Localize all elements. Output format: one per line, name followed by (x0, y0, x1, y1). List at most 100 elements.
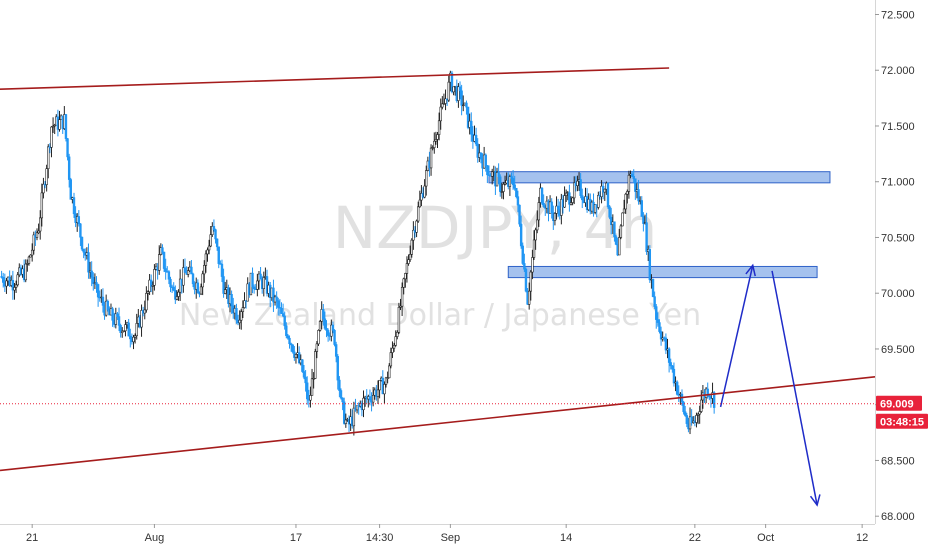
price-tick-label: 68.500 (881, 455, 915, 467)
candle-body (243, 300, 246, 308)
candle-body (153, 269, 156, 286)
candle-body (465, 102, 468, 108)
candle-body (151, 284, 155, 287)
candle-body (383, 384, 386, 395)
zone-0[interactable] (488, 171, 831, 184)
candle-body (569, 202, 573, 205)
candle-body (415, 220, 418, 233)
candle-body (418, 199, 422, 208)
candle-body (51, 125, 55, 128)
candle-body (384, 377, 388, 385)
candle-body (24, 263, 27, 281)
candle-body (259, 273, 262, 280)
candle-body (336, 356, 339, 381)
candle-body (470, 120, 473, 135)
candle-body (169, 278, 172, 288)
candle-body (318, 321, 322, 331)
time-tick-label: 21 (26, 532, 38, 544)
last-price-label: 69.009 (880, 399, 914, 411)
time-tick-label: 14 (560, 532, 572, 544)
candle-body (484, 154, 487, 166)
candle-body (651, 278, 655, 297)
candle-body (201, 273, 204, 288)
candle-body (72, 197, 76, 215)
candle-body (322, 309, 325, 320)
candle-body (378, 379, 381, 391)
candle-body (191, 273, 195, 285)
bar-countdown-label: 03:48:15 (880, 417, 924, 429)
candle-body (241, 307, 245, 312)
price-tick-label: 72.500 (881, 9, 915, 21)
time-axis[interactable]: 21 Aug 17 14:30 Sep 14 22 Oct 12 (26, 524, 868, 544)
candle-body (288, 337, 291, 345)
zone-1[interactable] (507, 265, 818, 279)
price-tick-label: 72.000 (881, 65, 915, 77)
candle-body (627, 174, 631, 192)
price-tick-label: 69.500 (881, 344, 915, 356)
candle-body (174, 290, 177, 300)
candle-body (700, 399, 703, 412)
candle-body (513, 184, 516, 189)
projection-arrowhead-up (745, 263, 756, 277)
candle-body (207, 245, 211, 251)
trend-line-0[interactable] (0, 67, 670, 90)
candle-body (314, 351, 317, 379)
candle-body (698, 411, 701, 415)
candle-body (64, 114, 68, 139)
candle-body (645, 222, 648, 252)
candle-body (511, 178, 515, 186)
candle-body (178, 278, 182, 293)
candle-body (696, 413, 700, 416)
candle-body (230, 294, 233, 307)
candle-body (80, 236, 84, 250)
candle-body (527, 290, 531, 305)
projection-up-leg[interactable] (719, 265, 754, 408)
candle-body (158, 254, 161, 271)
candle-body (425, 170, 428, 187)
candle-body (82, 248, 85, 253)
candle-body (466, 106, 470, 128)
candle-body (516, 196, 520, 206)
candle-body (145, 293, 148, 311)
candle-body (13, 287, 16, 291)
candle-body (536, 219, 539, 231)
candle-body (114, 313, 118, 325)
projection-down-leg[interactable] (771, 270, 818, 506)
candle-body (310, 378, 314, 396)
time-tick-label: 17 (290, 532, 302, 544)
candle-body (223, 289, 227, 294)
candle-body (309, 395, 312, 401)
candle-body (606, 182, 610, 208)
candle-body (386, 377, 389, 379)
candle-body (280, 307, 283, 314)
candle-body (289, 343, 293, 346)
candle-body (140, 310, 143, 328)
candle-body (550, 201, 553, 214)
candle-body (283, 315, 286, 327)
candle-body (323, 318, 327, 329)
candle-body (521, 245, 524, 264)
trendline-layer (0, 67, 876, 472)
candle-body (96, 284, 100, 298)
candle-body (326, 330, 330, 336)
candle-body (685, 415, 689, 424)
candle-body (343, 401, 346, 424)
trend-line-1[interactable] (0, 376, 876, 472)
candle-body (53, 124, 56, 127)
candle-body (67, 156, 71, 180)
candle-body (637, 189, 640, 202)
candle-body (442, 103, 446, 105)
candle-body (69, 179, 72, 200)
candle-body (502, 183, 505, 192)
candle-body (542, 202, 545, 207)
candle-body (669, 362, 672, 367)
candle-body (653, 296, 656, 307)
candle-body (439, 106, 442, 122)
candle-body (659, 331, 663, 340)
candle-body (281, 313, 285, 317)
price-axis[interactable]: 72.500 72.000 71.500 71.000 70.500 70.000 69.5… (875, 9, 915, 523)
candle-body (304, 376, 307, 384)
candle-body (664, 337, 668, 351)
candle-body (410, 239, 413, 255)
